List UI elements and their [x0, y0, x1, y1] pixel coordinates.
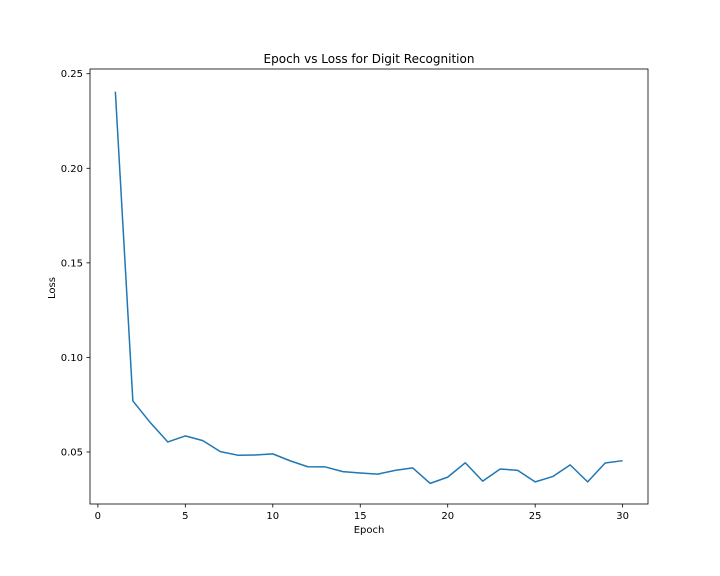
x-tick-label: 20: [441, 511, 454, 522]
loss-series-line: [114, 91, 623, 485]
x-tick-label: 5: [182, 511, 188, 522]
x-tick-label: 15: [354, 511, 367, 522]
y-tick-label: 0.10: [61, 353, 83, 364]
y-tick-label: 0.25: [61, 69, 83, 80]
y-tick-label: 0.05: [61, 447, 83, 458]
x-tick-label: 0: [95, 511, 101, 522]
chart-title: Epoch vs Loss for Digit Recognition: [264, 52, 475, 66]
y-tick-label: 0.15: [61, 258, 83, 269]
x-tick-label: 10: [266, 511, 279, 522]
plot-area: [114, 91, 623, 485]
x-tick-label: 25: [529, 511, 542, 522]
x-axis-label: Epoch: [354, 525, 385, 536]
y-axis-label: Loss: [47, 277, 58, 299]
axis-ticks: 0 5 10 15 20 25 30 0.05 0.10 0.15 0.20 0.25: [61, 69, 629, 522]
x-tick-label: 30: [616, 511, 629, 522]
axes-frame: [89, 68, 649, 505]
y-tick-label: 0.20: [61, 164, 83, 175]
